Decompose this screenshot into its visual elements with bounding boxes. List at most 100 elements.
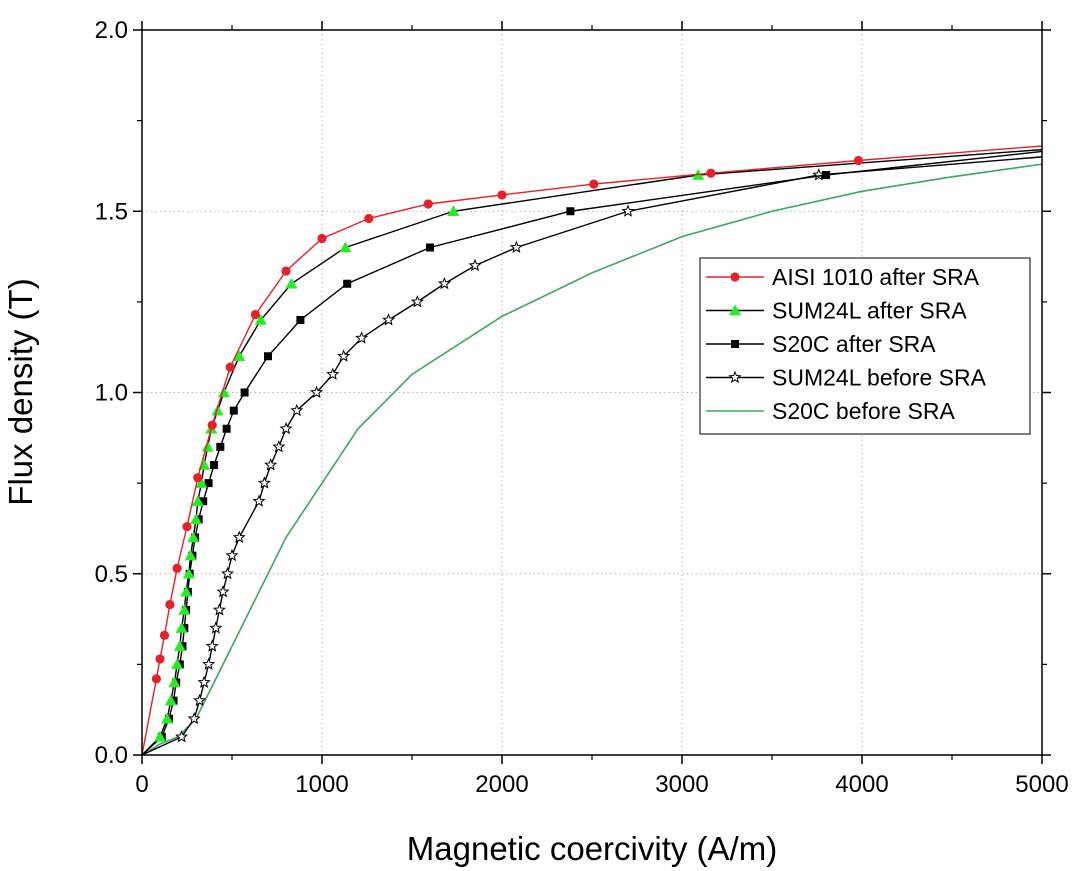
- y-axis-title: Flux density (T): [2, 278, 39, 505]
- data-point: [202, 657, 216, 670]
- data-point: [199, 497, 208, 506]
- data-point: [296, 316, 305, 324]
- data-point: [364, 213, 374, 224]
- legend-entry: SUM24L before SRA: [706, 365, 987, 391]
- data-point: [205, 639, 219, 652]
- x-tick-label: 3000: [655, 771, 708, 798]
- series-layer: [141, 145, 1043, 756]
- data-point: [197, 675, 211, 689]
- legend-box: [699, 257, 1031, 435]
- data-point: [187, 711, 201, 725]
- legend-label: SUM24L before SRA: [772, 365, 987, 391]
- data-point: [853, 155, 864, 166]
- data-point: [171, 658, 184, 670]
- legend-entry: SUM24L after SRA: [706, 298, 967, 324]
- data-point: [437, 276, 451, 290]
- series-line: [141, 148, 1043, 756]
- data-point: [225, 548, 239, 562]
- data-point: [426, 243, 434, 252]
- data-point: [201, 440, 214, 452]
- legend-label: S20C after SRA: [772, 331, 936, 357]
- data-point: [180, 585, 193, 597]
- series-line: [141, 150, 1043, 756]
- y-tick-label: 1.5: [95, 198, 128, 225]
- data-point: [250, 309, 260, 320]
- data-point: [252, 494, 266, 507]
- legend-entry: AISI 1010 after SRA: [706, 264, 980, 290]
- legend-label: SUM24L after SRA: [772, 298, 967, 324]
- data-point: [566, 207, 575, 216]
- data-point: [175, 730, 189, 743]
- legend-entry: S20C after SRA: [706, 331, 936, 357]
- data-point: [497, 190, 507, 200]
- data-point: [154, 730, 166, 742]
- y-tick-label: 0.5: [95, 561, 128, 588]
- data-point: [184, 549, 197, 561]
- data-point: [193, 693, 207, 707]
- data-point: [216, 442, 225, 451]
- data-point: [468, 258, 482, 272]
- x-tick-label: 1000: [295, 771, 348, 798]
- data-point: [190, 513, 202, 525]
- series-line: [141, 145, 1043, 756]
- data-point: [272, 440, 286, 453]
- legend: AISI 1010 after SRA SUM24L after SRA S20C …: [699, 257, 1031, 435]
- x-tick-label: 2000: [475, 771, 528, 798]
- series-line: [141, 156, 1043, 756]
- data-point: [281, 266, 291, 276]
- legend-label: AISI 1010 after SRA: [772, 264, 980, 290]
- series-2: [141, 148, 1043, 756]
- series-line: [141, 163, 1043, 756]
- data-point: [182, 567, 195, 579]
- data-point: [279, 421, 293, 435]
- data-point: [822, 171, 830, 179]
- data-point: [621, 204, 635, 217]
- data-point: [151, 674, 161, 684]
- data-point: [229, 406, 238, 415]
- data-point: [343, 279, 352, 288]
- data-point: [290, 403, 304, 417]
- data-point: [165, 599, 175, 610]
- data-point: [509, 240, 523, 254]
- legend-label: S20C before SRA: [772, 398, 955, 424]
- data-point: [382, 313, 396, 326]
- data-point: [264, 458, 278, 471]
- data-point: [159, 630, 170, 640]
- data-point: [264, 352, 272, 361]
- data-point: [355, 331, 369, 344]
- data-point: [337, 349, 351, 362]
- data-point: [706, 168, 716, 178]
- data-point: [423, 199, 433, 209]
- data-point: [161, 712, 174, 724]
- data-point: [168, 676, 181, 688]
- data-point: [731, 340, 739, 348]
- data-point: [191, 495, 204, 507]
- x-tick-label: 0: [135, 771, 148, 798]
- data-point: [410, 295, 424, 308]
- data-point: [730, 272, 740, 282]
- data-point: [164, 694, 177, 706]
- y-tick-label: 0.0: [95, 742, 128, 769]
- data-point: [326, 367, 340, 380]
- data-point: [310, 385, 324, 399]
- data-point: [222, 424, 231, 433]
- data-point: [233, 350, 246, 362]
- data-point: [212, 603, 226, 616]
- x-tick-label: 4000: [835, 771, 888, 798]
- data-point: [204, 479, 213, 488]
- data-point: [217, 386, 230, 398]
- data-point: [339, 241, 352, 253]
- data-point: [178, 604, 191, 615]
- data-point: [285, 277, 298, 289]
- data-point: [317, 233, 327, 244]
- data-point: [225, 362, 235, 372]
- data-point: [210, 461, 218, 469]
- data-point: [207, 420, 217, 430]
- data-point: [155, 654, 165, 664]
- data-point: [589, 179, 599, 189]
- series-1: [141, 145, 1043, 756]
- data-point: [728, 370, 742, 384]
- data-point: [209, 621, 223, 634]
- data-point: [240, 388, 249, 397]
- series-4: [141, 156, 1043, 756]
